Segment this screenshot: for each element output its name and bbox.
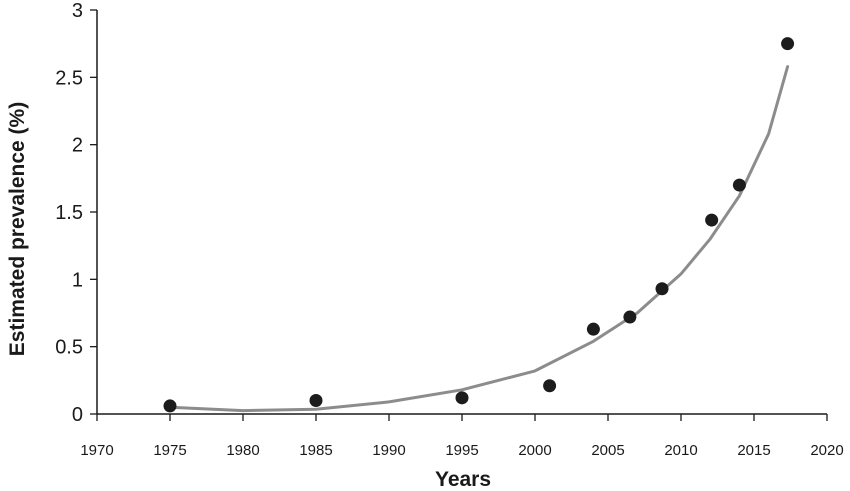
x-axis-title: Years: [435, 468, 491, 491]
x-tick-label: 2015: [737, 442, 770, 459]
x-tick-label: 1985: [299, 442, 332, 459]
x-tick-label: 1990: [372, 442, 405, 459]
trend-curve: [168, 65, 790, 413]
data-point: [705, 213, 719, 227]
y-tick-label: 2: [72, 135, 83, 157]
trend-curve-layer: [168, 65, 790, 413]
data-point: [543, 379, 557, 393]
y-tick-label: 1.5: [55, 202, 83, 224]
x-tick-label: 2005: [591, 442, 624, 459]
y-tick-label: 2.5: [55, 67, 83, 89]
x-tick-label: 2010: [664, 442, 697, 459]
data-point: [309, 394, 323, 408]
data-point: [781, 37, 795, 51]
y-tick-label: 3: [72, 0, 83, 22]
data-point: [655, 282, 669, 296]
x-tick-label: 2000: [518, 442, 551, 459]
x-tick-label: 1975: [153, 442, 186, 459]
x-tick-label: 2020: [810, 442, 843, 459]
y-tick-label: 1: [72, 269, 83, 291]
x-tick-label: 1995: [445, 442, 478, 459]
x-tick-label: 1970: [80, 442, 113, 459]
data-point: [163, 399, 177, 413]
data-point: [623, 310, 637, 324]
y-axis-title: Estimated prevalence (%): [6, 102, 29, 356]
y-tick-label: 0.5: [55, 337, 83, 359]
x-tick-label: 1980: [226, 442, 259, 459]
data-point: [586, 322, 600, 336]
data-point: [732, 178, 746, 192]
y-tick-label: 0: [72, 404, 83, 426]
data-point: [455, 391, 469, 405]
axes: 1970 1975 1980 1985 1990 1995 2000 2005 2010 2015…: [55, 0, 844, 459]
data-points-layer: [163, 37, 795, 413]
